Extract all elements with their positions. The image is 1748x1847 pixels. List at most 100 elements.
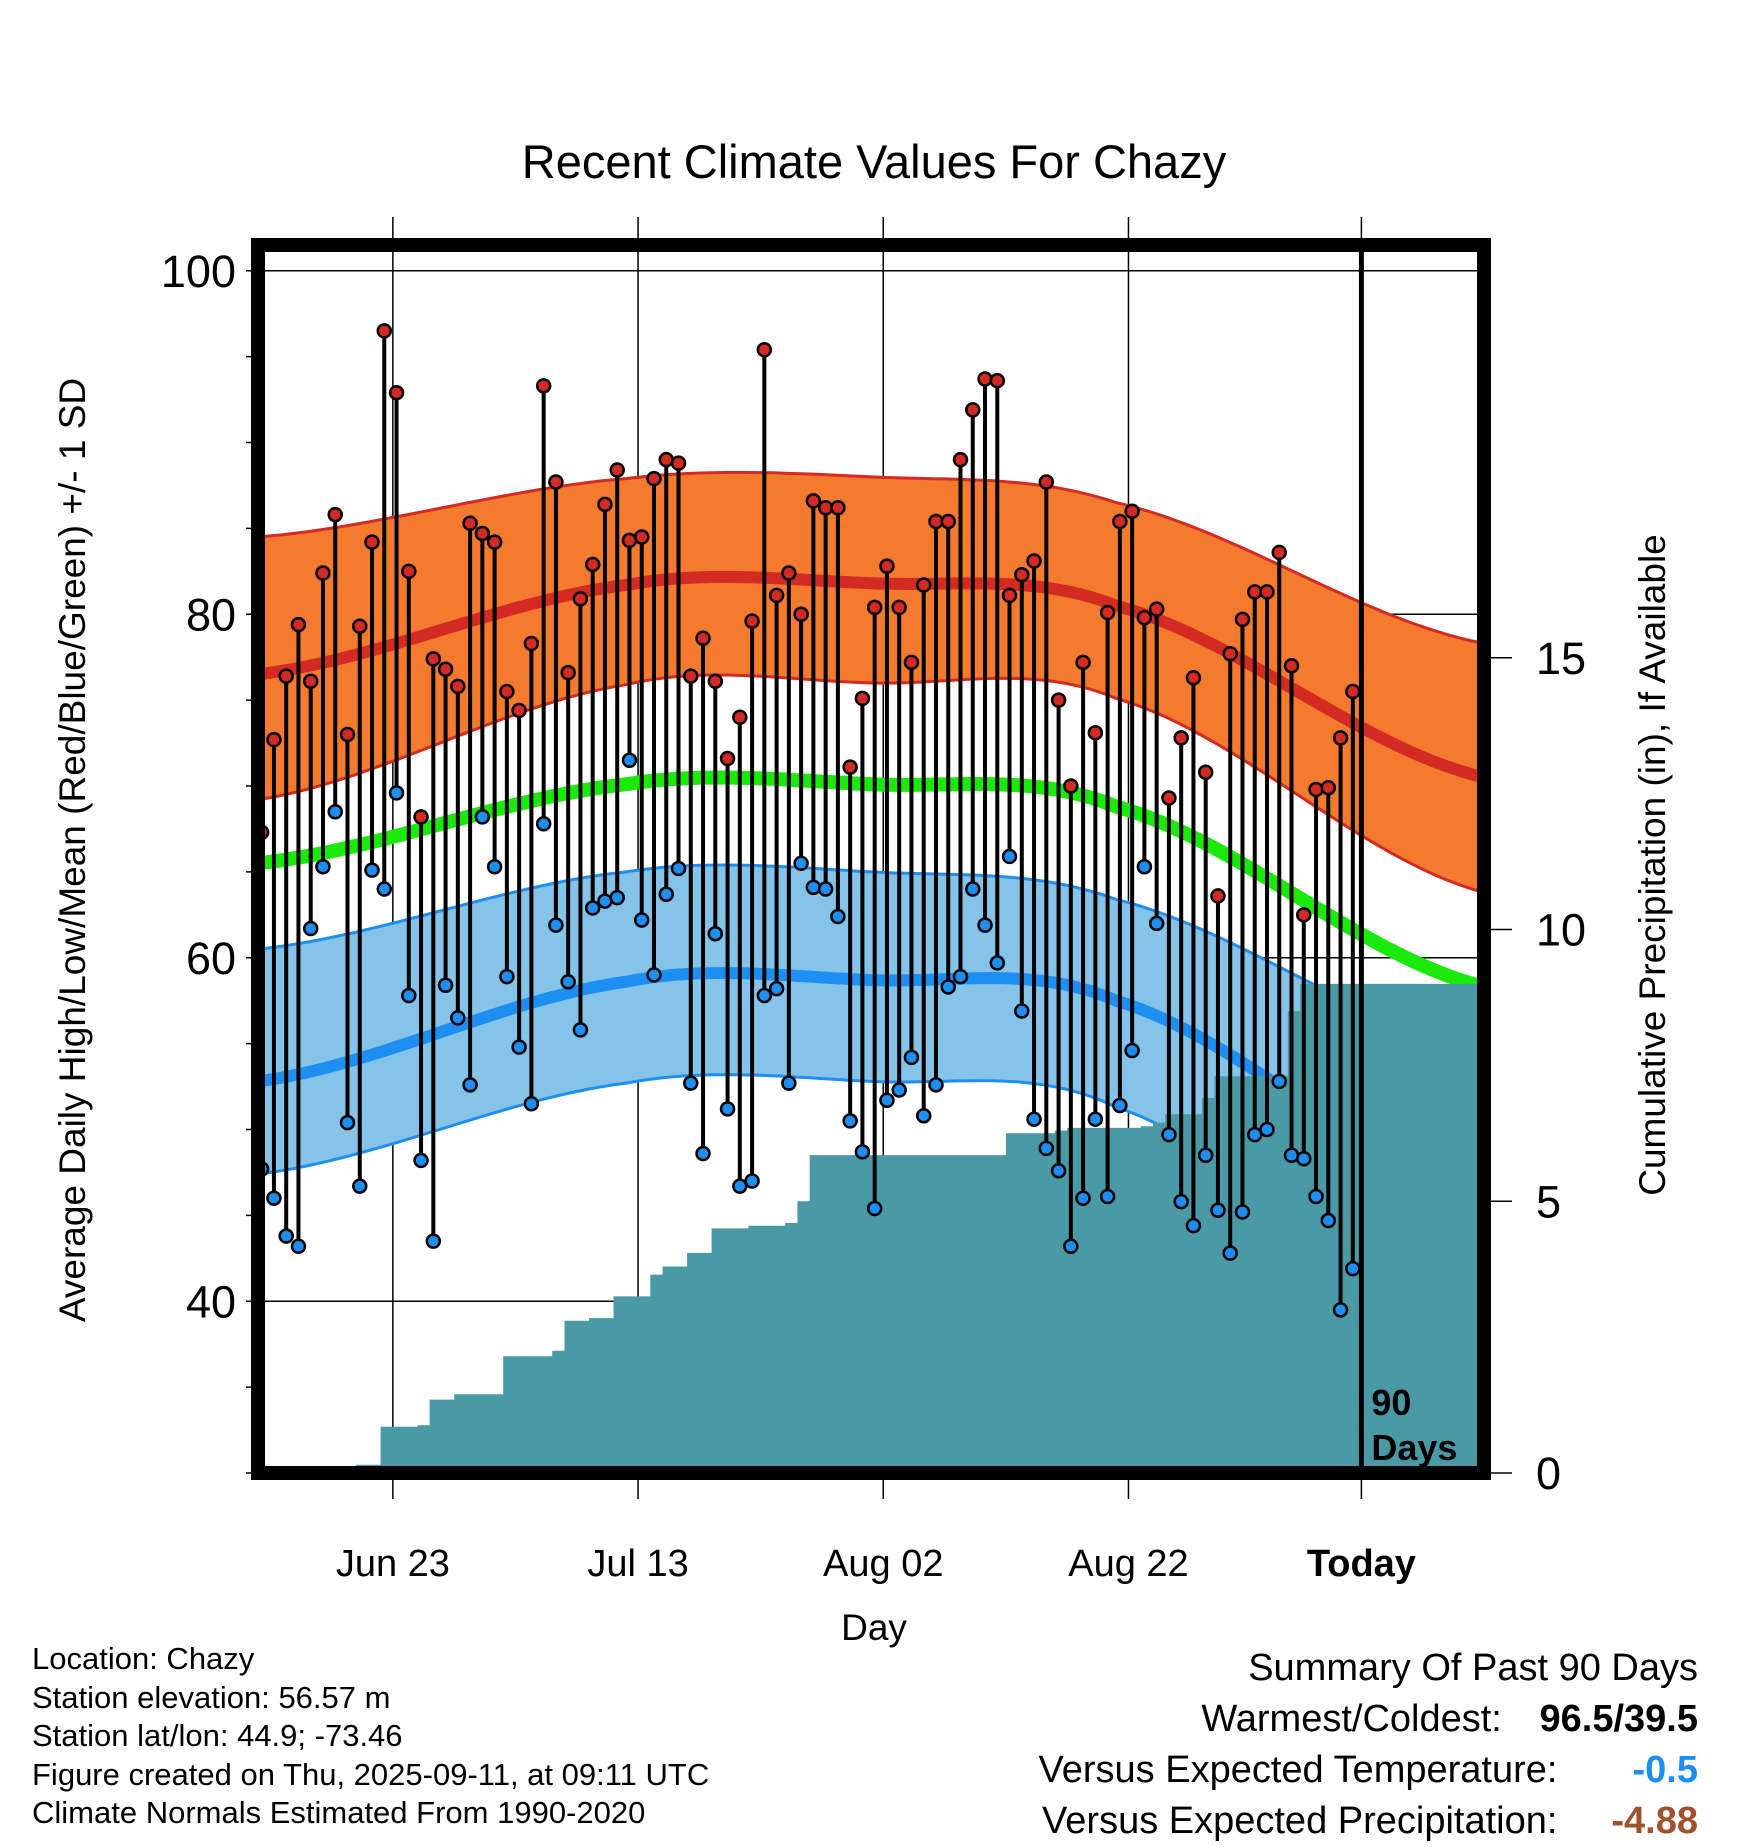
- daily-high-point: [1283, 658, 1300, 674]
- daily-high-point: [977, 371, 993, 387]
- daily-high-point: [707, 673, 724, 689]
- daily-low-point: [352, 1178, 368, 1194]
- daily-high-point: [952, 451, 969, 468]
- daily-low-point: [756, 987, 773, 1004]
- daily-high-point: [401, 563, 417, 580]
- x-tick-label: Today: [1307, 1543, 1416, 1585]
- daily-high-point: [572, 591, 589, 607]
- daily-low-point: [793, 855, 809, 872]
- daily-high-point: [1173, 730, 1189, 746]
- daily-high-point: [866, 599, 883, 616]
- daily-high-point: [560, 664, 576, 681]
- daily-high-point: [830, 500, 846, 516]
- daily-high-point: [302, 673, 319, 689]
- daily-high-point: [940, 513, 956, 530]
- daily-high-point: [388, 384, 405, 401]
- daily-low-point: [548, 917, 564, 933]
- daily-low-point: [1173, 1193, 1189, 1210]
- daily-low-point: [462, 1077, 478, 1093]
- daily-low-point: [817, 881, 834, 897]
- daily-high-point: [584, 556, 601, 573]
- daily-low-point: [609, 889, 625, 906]
- daily-low-point: [1001, 848, 1018, 865]
- daily-low-point: [339, 1114, 356, 1131]
- daily-high-point: [450, 678, 466, 695]
- daily-high-point: [1050, 692, 1067, 708]
- daily-high-point: [1332, 730, 1349, 746]
- warmest-value: 96.5: [1539, 1698, 1614, 1740]
- daily-low-point: [597, 893, 613, 909]
- daily-low-point: [1075, 1190, 1091, 1206]
- daily-low-point: [1124, 1042, 1140, 1059]
- daily-high-point: [474, 525, 491, 542]
- daily-low-point: [315, 858, 331, 875]
- daily-high-point: [1075, 654, 1091, 671]
- daily-low-point: [928, 1077, 944, 1093]
- summary-title: Summary Of Past 90 Days: [1248, 1647, 1698, 1689]
- daily-low-point: [278, 1228, 294, 1244]
- daily-high-point: [1099, 604, 1116, 621]
- daily-high-point: [621, 532, 638, 549]
- daily-high-point: [903, 654, 920, 671]
- daily-high-point: [781, 565, 797, 581]
- y2-tick-label: 15: [1536, 633, 1586, 684]
- daily-high-point: [1197, 764, 1214, 781]
- daily-high-point: [1148, 601, 1165, 617]
- daily-low-point: [486, 858, 503, 875]
- y-tick-label: 60: [186, 933, 236, 984]
- daily-low-point: [364, 862, 380, 878]
- axes: 40 60 80 100 0 5 10 15 Jun 23 Jul 13 Aug 02 Aug 22 T…: [161, 217, 1586, 1585]
- daily-low-point: [302, 920, 319, 937]
- daily-low-point: [1038, 1140, 1055, 1157]
- x-tick-label: Jul 13: [587, 1543, 688, 1585]
- daily-high-point: [1026, 553, 1042, 569]
- daily-low-point: [621, 752, 638, 768]
- plot-frame: [251, 238, 1491, 1480]
- daily-high-point: [658, 451, 675, 468]
- daily-low-point: [952, 968, 969, 985]
- daily-low-point: [535, 816, 552, 832]
- daily-high-point: [1210, 888, 1226, 904]
- daily-high-point: [511, 702, 527, 719]
- daily-high-point: [327, 506, 343, 523]
- daily-low-point: [658, 886, 675, 902]
- daily-high-point: [290, 616, 307, 633]
- daily-high-point: [535, 378, 552, 394]
- daily-high-point: [1087, 725, 1104, 741]
- daily-low-point: [560, 974, 576, 990]
- precip-row: Versus Expected Precipitation: -4.88: [1039, 1796, 1698, 1847]
- daily-high-point: [425, 651, 442, 667]
- precip-label: Versus Expected Precipitation:: [1042, 1800, 1558, 1842]
- daily-high-point: [879, 558, 895, 574]
- daily-high-point: [523, 635, 540, 652]
- location-text: Location: Chazy: [32, 1641, 255, 1676]
- daily-low-point: [1197, 1147, 1214, 1164]
- daily-low-point: [1234, 1204, 1251, 1220]
- daily-high-point: [732, 709, 748, 726]
- daily-low-point: [695, 1145, 711, 1162]
- daily-low-point: [866, 1200, 883, 1217]
- daily-low-point: [1283, 1147, 1300, 1164]
- y-tick-label: 100: [161, 246, 236, 297]
- daily-low-point: [1087, 1111, 1104, 1127]
- daily-low-point: [989, 955, 1006, 971]
- daily-low-point: [1308, 1188, 1324, 1205]
- y-axis-label: Average Daily High/Low/Mean (Red/Blue/Gr…: [52, 378, 93, 1322]
- daily-low-point: [376, 881, 393, 897]
- daily-low-point: [413, 1152, 429, 1169]
- daily-low-point: [646, 967, 662, 983]
- daily-low-point: [1271, 1073, 1288, 1090]
- temp-label: Versus Expected Temperature:: [1038, 1749, 1558, 1791]
- daily-low-point: [1259, 1121, 1275, 1138]
- daily-high-point: [1001, 587, 1018, 604]
- x-axis-label: Day: [841, 1607, 907, 1648]
- daily-high-point: [437, 661, 454, 677]
- latlon-text: Station lat/lon: 44.9; -73.46: [32, 1718, 403, 1753]
- daily-low-point: [707, 925, 724, 942]
- daily-high-point: [266, 731, 282, 748]
- daily-high-point: [965, 402, 981, 418]
- daily-low-point: [1014, 1003, 1030, 1019]
- daily-high-point: [915, 577, 932, 593]
- daily-high-point: [597, 496, 613, 513]
